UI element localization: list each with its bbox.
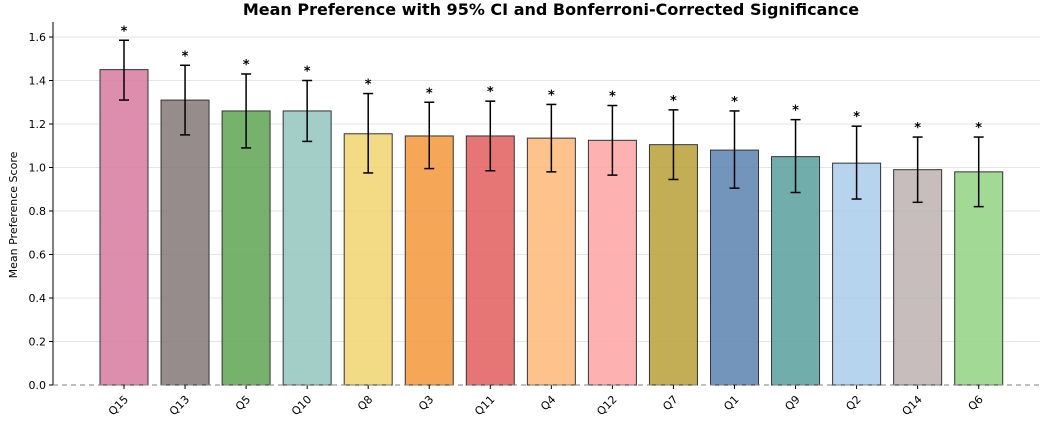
x-tick-label: Q15 [106,393,131,418]
bar-q1 [710,149,759,386]
y-tick-label: 1.4 [29,75,47,88]
significance-marker: * [243,58,250,73]
error-bar-q9 [790,118,801,194]
bar-q11 [465,135,515,386]
error-bar-q13 [180,64,191,136]
bar-q8 [343,133,393,386]
error-bar-q7 [668,109,679,181]
x-tick-label: Q10 [289,393,314,418]
y-axis-label: Mean Preference Score [7,151,20,278]
bar-q13 [160,99,210,386]
x-tick-label: Q12 [594,393,619,418]
bar-q3 [404,135,454,386]
error-bar-q14 [912,136,923,204]
y-tick-label: 0.2 [29,336,47,349]
x-tick-label: Q9 [782,393,802,413]
significance-marker: * [731,95,738,110]
error-bars [119,39,984,208]
bars [99,69,1004,386]
x-tick-label: Q13 [167,393,192,418]
bar-q7 [648,144,698,386]
x-tick-label: Q8 [355,393,375,413]
y-tick-label: 0.0 [29,379,47,392]
x-tick-label: Q2 [843,393,863,413]
significance-marker: * [670,94,677,109]
x-tick-label: Q11 [472,393,497,418]
error-bar-q8 [363,92,374,174]
chart-title: Mean Preference with 95% CI and Bonferro… [243,0,859,19]
significance-marker: * [365,78,372,93]
significance-marker: * [914,121,921,136]
significance-marker: * [853,110,860,125]
x-tick-label: Q5 [233,393,253,413]
bar-q5 [221,110,271,386]
significance-marker: * [304,65,311,80]
significance-marker: * [548,88,555,103]
axes [49,22,1040,389]
error-bar-q6 [973,136,984,208]
error-bar-q4 [546,103,557,173]
significance-marker: * [609,90,616,105]
error-bar-q11 [485,100,496,172]
y-tick-label: 1.0 [29,162,47,175]
significance-marker: * [975,121,982,136]
y-tick-label: 0.4 [29,292,47,305]
bar-q9 [771,156,821,386]
x-tick-label: Q3 [416,393,436,413]
x-tick-label: Q14 [900,393,925,418]
bar-q4 [526,137,576,386]
error-bar-q2 [851,125,862,200]
y-tick-label: 0.8 [29,205,47,218]
x-tick-label: Q1 [721,393,741,413]
error-bar-q1 [729,110,740,189]
x-tick-label: Q7 [660,393,680,413]
x-tick-label: Q6 [966,393,986,413]
bar-q12 [587,139,637,386]
significance-marker: * [792,104,799,119]
significance-marker: * [426,86,433,101]
y-tick-label: 0.6 [29,249,47,262]
error-bar-q10 [302,79,313,143]
bar-q10 [282,110,332,386]
y-tick-label: 1.6 [29,31,47,44]
bar-q15 [99,69,149,386]
error-bar-q5 [241,73,252,149]
error-bar-q3 [424,101,435,170]
error-bar-q12 [607,104,618,176]
significance-marker: * [121,24,128,39]
error-bar-q15 [119,39,129,101]
significance-marker: * [487,85,494,100]
x-tick-label: Q4 [538,393,558,413]
y-tick-label: 1.2 [29,118,47,131]
significance-marker: * [182,49,189,64]
